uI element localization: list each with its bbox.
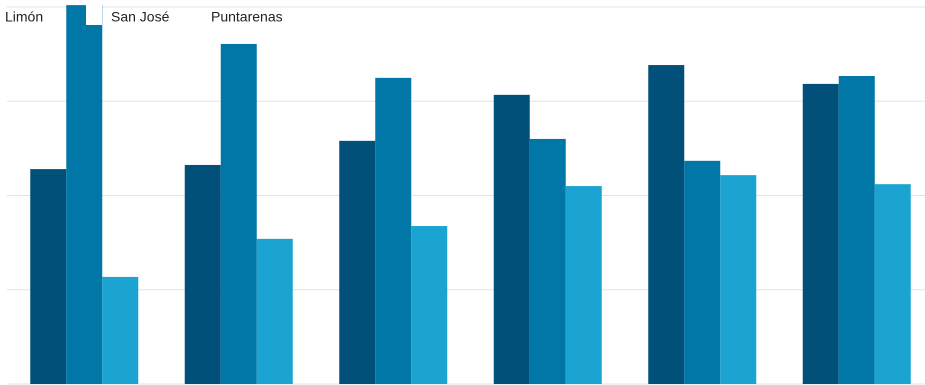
bar (838, 75, 875, 384)
bar (493, 94, 530, 384)
bar (565, 186, 602, 384)
bar (220, 43, 257, 385)
bar (256, 238, 293, 384)
bar (802, 83, 839, 385)
bar (66, 5, 103, 385)
legend-swatch-bg (86, 5, 102, 25)
legend-label: Puntarenas (211, 9, 283, 25)
bar (411, 226, 448, 384)
bar (339, 140, 376, 384)
bar (529, 138, 566, 384)
bar (648, 65, 685, 385)
legend-label: Limón (5, 9, 43, 25)
bar (874, 184, 911, 384)
bar (684, 160, 721, 384)
bar (720, 175, 757, 384)
bar (102, 276, 139, 384)
legend-label: San José (111, 9, 170, 25)
bar (184, 164, 221, 384)
bar (375, 77, 412, 384)
bar (30, 169, 67, 384)
